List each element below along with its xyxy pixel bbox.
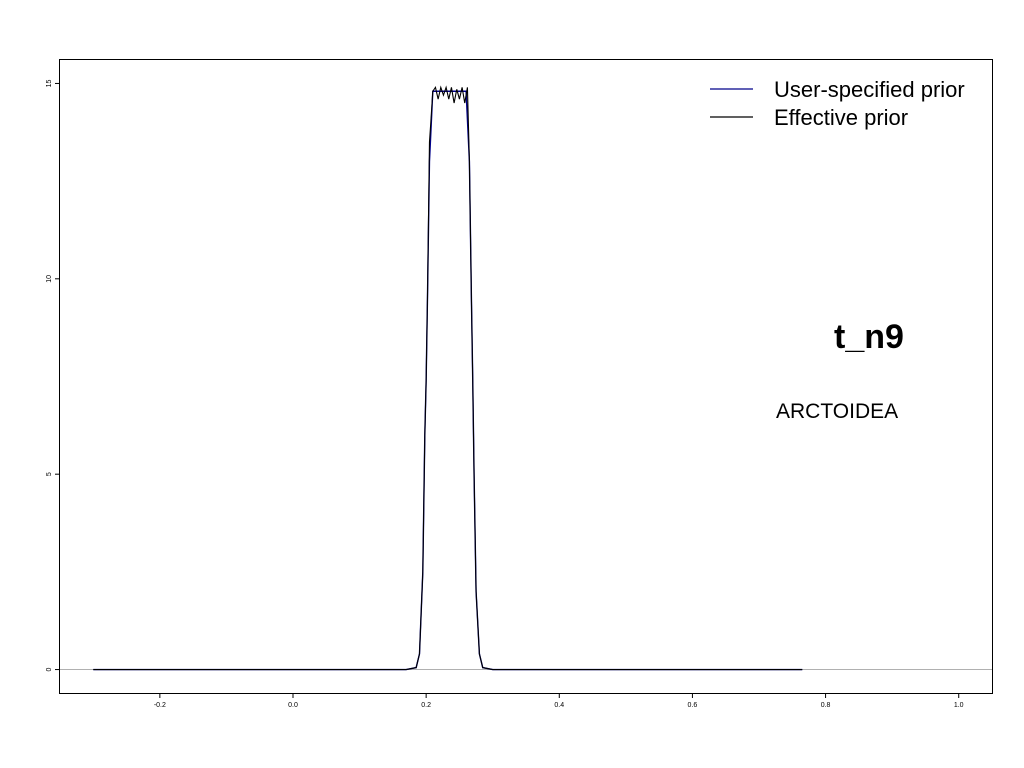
x-tick-label: 0.0 (288, 702, 298, 709)
y-tick-label: 0 (46, 668, 53, 672)
y-tick-label: 15 (46, 79, 53, 87)
x-tick-label: 0.6 (688, 702, 698, 709)
y-axis: 0 5 10 15 (46, 79, 60, 672)
legend: User-specified prior Effective prior (710, 77, 965, 130)
x-tick-label: 1.0 (954, 702, 964, 709)
legend-label-user-specified-prior: User-specified prior (774, 77, 965, 102)
x-tick-label: -0.2 (154, 702, 166, 709)
x-tick-label: 0.8 (821, 702, 831, 709)
annotation-subtitle: ARCTOIDEA (776, 400, 898, 423)
x-axis: -0.2 0.0 0.2 0.4 0.6 0.8 1.0 (154, 693, 964, 709)
y-tick-label: 10 (46, 275, 53, 283)
x-tick-label: 0.2 (421, 702, 431, 709)
series-line-effective-prior (93, 85, 803, 671)
series-layer (93, 85, 803, 671)
annotation-title: t_n9 (834, 318, 904, 356)
x-tick-label: 0.4 (554, 702, 564, 709)
y-tick-label: 5 (46, 472, 53, 476)
legend-label-effective-prior: Effective prior (774, 105, 908, 130)
plot-frame (59, 59, 993, 694)
